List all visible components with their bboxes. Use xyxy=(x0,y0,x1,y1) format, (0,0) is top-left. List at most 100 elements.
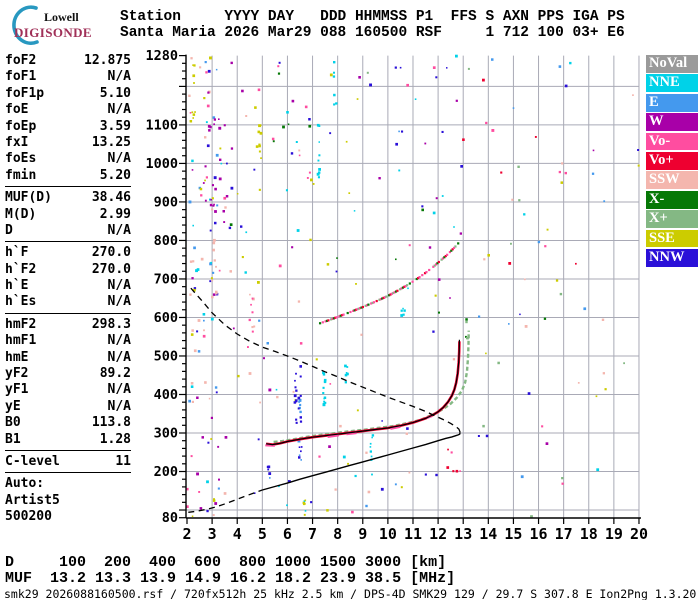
param-label: hmE xyxy=(5,349,29,365)
x-tick-label: 3 xyxy=(208,525,217,543)
param-value: N/A xyxy=(107,151,131,167)
param-value: 11 xyxy=(115,453,131,469)
param-value: 13.25 xyxy=(91,134,131,150)
y-tick-label: 80 xyxy=(162,510,178,526)
panel-divider xyxy=(5,312,131,314)
param-row-fof1: foF1 N/A xyxy=(5,69,131,85)
param-value: 5.10 xyxy=(99,85,131,101)
d-distance-row: D 100 200 400 600 800 1000 1500 3000 [km… xyxy=(5,554,447,571)
plot-axes: 1280 1100 1000 900 800 700 600 500 400 300 200 802 3… xyxy=(145,48,648,543)
x-tick-label: 16 xyxy=(530,525,548,543)
param-label: h`Es xyxy=(5,294,37,310)
x-tick-label: 20 xyxy=(630,525,648,543)
param-value: N/A xyxy=(107,278,131,294)
lowell-digisonde-logo: Lowell DIGISONDE xyxy=(6,4,126,46)
y-tick-label: 1280 xyxy=(145,48,178,64)
panel-divider xyxy=(5,241,131,243)
auto-scaling-line: Artist5 xyxy=(5,492,60,508)
param-label: h`E xyxy=(5,278,29,294)
legend-item-vo: Vo- xyxy=(646,132,698,151)
legend-item-ssw: SSW xyxy=(646,171,698,190)
param-label: h`F2 xyxy=(5,261,37,277)
panel-divider xyxy=(5,449,131,451)
param-row-hme: hmE N/A xyxy=(5,350,131,366)
param-label: foEs xyxy=(5,151,37,167)
x-tick-label: 14 xyxy=(479,525,497,543)
echo-direction-legend: NoVal NNE E W Vo- Vo+ SSW X- X+ SSE NNW xyxy=(646,55,698,267)
fitted-trace xyxy=(266,339,460,446)
param-row-hes: h`Es N/A xyxy=(5,294,131,310)
x-tick-label: 5 xyxy=(258,525,267,543)
param-label: hmF2 xyxy=(5,316,37,332)
param-label: B0 xyxy=(5,415,21,431)
x-tick-label: 8 xyxy=(333,525,342,543)
legend-item-nne: NNE xyxy=(646,74,698,93)
param-label: M(D) xyxy=(5,206,37,222)
param-value: N/A xyxy=(107,222,131,238)
doppler-negative-segment xyxy=(327,434,340,438)
param-label: foEp xyxy=(5,118,37,134)
legend-item-noval: NoVal xyxy=(646,55,698,73)
param-label: yF2 xyxy=(5,366,29,382)
x-tick-label: 11 xyxy=(404,525,422,543)
plot-gridlines xyxy=(186,55,640,518)
x-tick-label: 10 xyxy=(379,525,397,543)
param-value: 5.20 xyxy=(99,167,131,183)
param-label: foF1p xyxy=(5,85,45,101)
second-hop-trace xyxy=(318,242,460,325)
param-value: 270.0 xyxy=(91,245,131,261)
param-row-b0: B0 113.8 xyxy=(5,415,131,431)
param-row-yf2: yF2 89.2 xyxy=(5,366,131,382)
param-label: yE xyxy=(5,398,21,414)
header-line2: Santa Maria 2026 Mar29 088 160500 RSF 1 … xyxy=(120,25,625,41)
x-tick-label: 9 xyxy=(358,525,367,543)
x-tick-label: 6 xyxy=(283,525,292,543)
param-label: foF1 xyxy=(5,69,37,85)
legend-item-e: E xyxy=(646,93,698,112)
param-label: hmF1 xyxy=(5,333,37,349)
y-tick-label: 1100 xyxy=(145,117,178,133)
x-tick-label: 15 xyxy=(504,525,522,543)
param-value: 3.59 xyxy=(99,118,131,134)
param-label: foF2 xyxy=(5,53,37,68)
y-tick-label: 200 xyxy=(154,464,178,480)
param-label: fxI xyxy=(5,134,29,150)
param-value: N/A xyxy=(107,349,131,365)
profile-below-fmin-extrapolated xyxy=(188,489,263,513)
f-layer-traces xyxy=(187,284,470,513)
param-value: N/A xyxy=(107,398,131,414)
logo-lowell-text: Lowell xyxy=(44,10,79,24)
legend-item-x: X+ xyxy=(646,210,698,228)
y-tick-label: 400 xyxy=(154,387,178,403)
profile-topside-extrapolated xyxy=(187,284,461,433)
param-row-clevel: C-level 11 xyxy=(5,454,131,470)
x-tick-label: 13 xyxy=(454,525,472,543)
param-row-hf2: h`F2 270.0 xyxy=(5,262,131,278)
x-tick-label: 19 xyxy=(605,525,623,543)
param-row-foes: foEs N/A xyxy=(5,151,131,167)
true-height-profile xyxy=(262,432,461,491)
y-tick-label: 800 xyxy=(154,233,178,249)
param-value: 89.2 xyxy=(99,366,131,382)
x-tick-label: 17 xyxy=(555,525,573,543)
footer-filename: smk29_2026088160500.rsf / 720fx512h 25 k… xyxy=(4,587,697,600)
x-tick-label: 18 xyxy=(580,525,598,543)
y-tick-label: 300 xyxy=(154,426,178,442)
param-label: h`F xyxy=(5,245,29,261)
x-mode-trace xyxy=(273,330,470,444)
legend-item-nnw: NNW xyxy=(646,248,698,267)
param-row-d: D N/A xyxy=(5,223,131,239)
param-row-fxi: fxI 13.25 xyxy=(5,135,131,151)
param-value: 1.28 xyxy=(99,431,131,447)
x-tick-label: 4 xyxy=(233,525,242,543)
header-line1: Station YYYY DAY DDD HHMMSS P1 FFS S AXN… xyxy=(120,9,625,25)
param-value: N/A xyxy=(107,333,131,349)
y-tick-label: 1000 xyxy=(145,156,178,172)
y-tick-label: 600 xyxy=(154,310,178,326)
x-tick-label: 12 xyxy=(429,525,447,543)
param-value: 2.99 xyxy=(99,206,131,222)
param-row-hf: h`F 270.0 xyxy=(5,245,131,261)
param-row-md: M(D) 2.99 xyxy=(5,207,131,223)
y-tick-label: 700 xyxy=(154,271,178,287)
